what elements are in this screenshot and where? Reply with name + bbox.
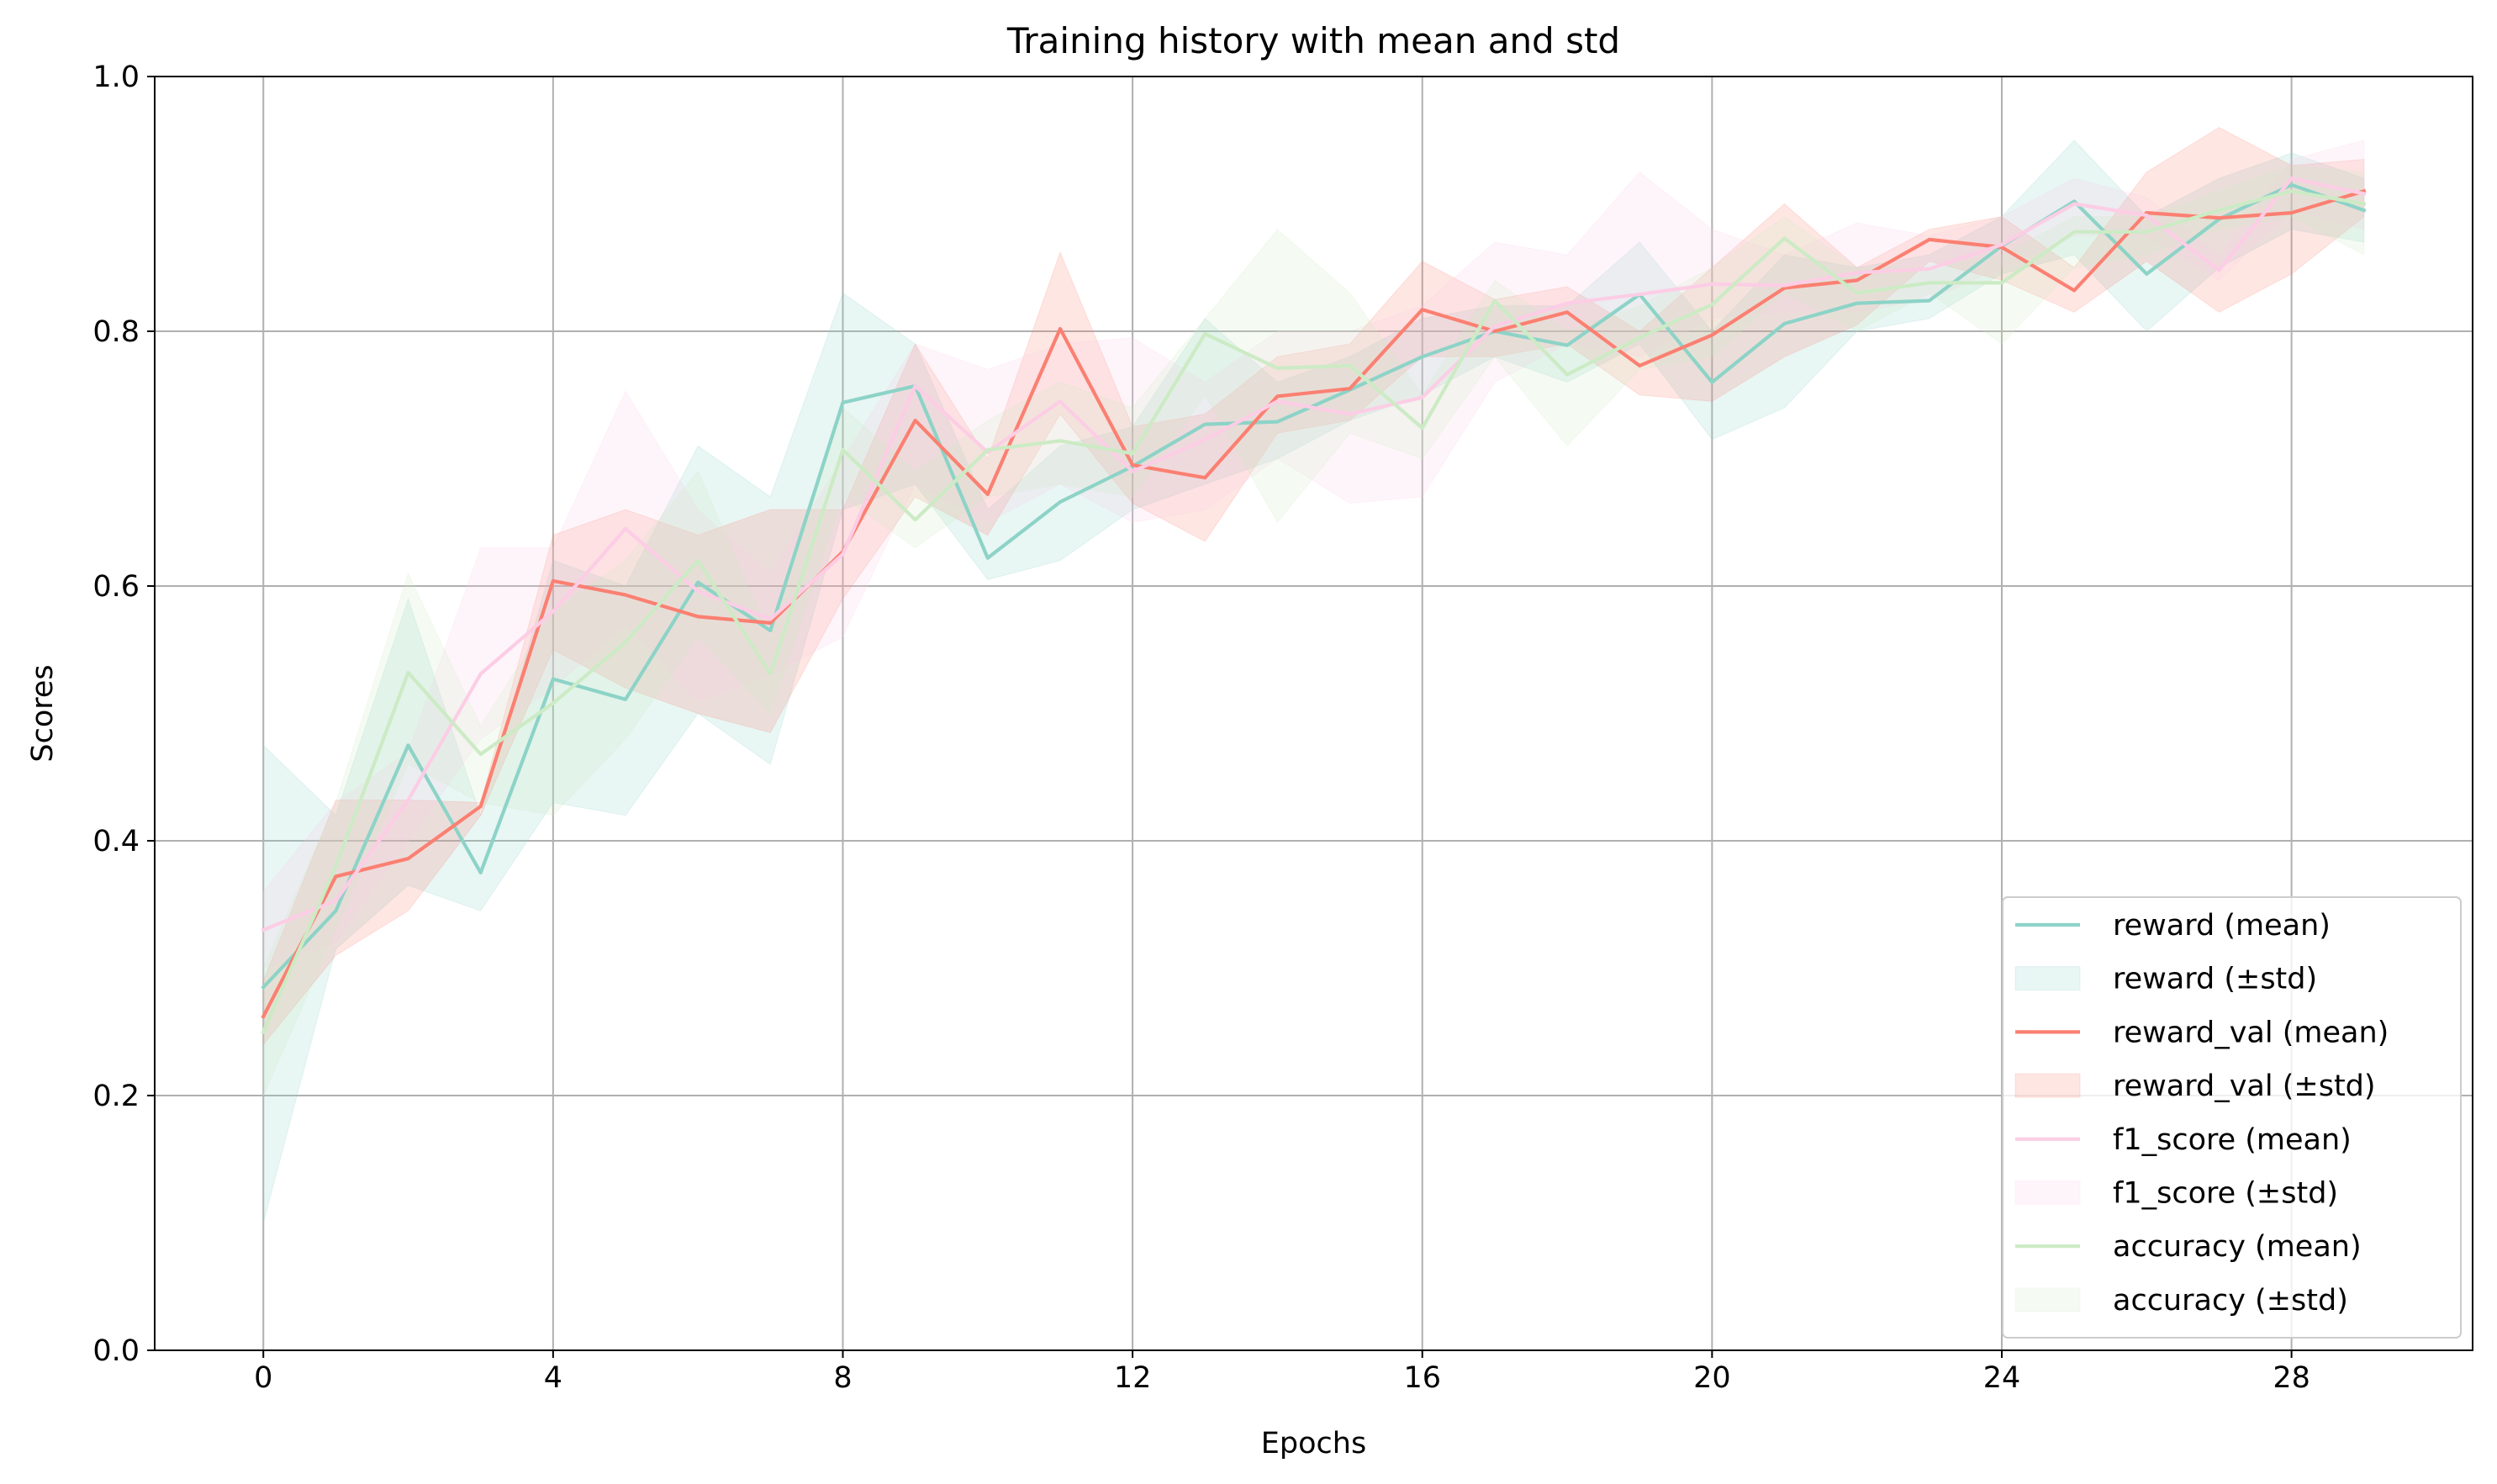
x-tick-label: 8: [833, 1361, 852, 1395]
legend: reward (mean) reward (±std) reward_val (me…: [2002, 896, 2462, 1339]
x-tick-label: 4: [544, 1361, 562, 1395]
accuracy-std-band: [262, 165, 2365, 1096]
x-tick-label: 12: [1114, 1361, 1152, 1395]
x-tick-label: 0: [254, 1361, 272, 1395]
axis-ticks: 0 4 8 12 16 20 24 28 0.0 0.2 0.4 0.6 0.8 1.0: [92, 61, 2310, 1395]
legend-swatch-f1_score-std: [2014, 1180, 2081, 1205]
f1_score-std-band: [262, 140, 2365, 969]
legend-label-reward-std: reward (±std): [2113, 963, 2317, 996]
y-tick-label: 0.0: [92, 1334, 140, 1368]
x-tick-label: 24: [1983, 1361, 2021, 1395]
y-tick-label: 0.2: [92, 1080, 140, 1113]
mean-lines: [261, 177, 2367, 1035]
x-axis-label: Epochs: [1261, 1427, 1366, 1460]
y-tick-label: 0.8: [92, 315, 140, 349]
accuracy-mean-line: [261, 189, 2367, 1035]
legend-label-f1_score-std: f1_score (±std): [2113, 1177, 2338, 1211]
legend-box: [2002, 896, 2462, 1339]
reward-std-band: [262, 140, 2365, 1223]
legend-label-reward_val-mean: reward_val (mean): [2113, 1016, 2389, 1049]
f1_score-mean-line: [261, 177, 2367, 932]
chart-title: Training history with mean and std: [1006, 20, 1620, 61]
y-tick-label: 0.6: [92, 570, 140, 604]
y-tick-label: 0.4: [92, 825, 140, 858]
legend-swatch-accuracy-std: [2014, 1287, 2081, 1312]
y-tick-label: 1.0: [92, 61, 140, 94]
legend-label-f1_score-mean: f1_score (mean): [2113, 1123, 2352, 1157]
x-tick-label: 16: [1403, 1361, 1441, 1395]
legend-label-reward_val-std: reward_val (±std): [2113, 1069, 2376, 1103]
x-tick-label: 20: [1693, 1361, 1731, 1395]
plot-frame: [154, 76, 2473, 1351]
legend-label-accuracy-std: accuracy (±std): [2113, 1284, 2348, 1318]
legend-label-accuracy-mean: accuracy (mean): [2113, 1230, 2362, 1264]
y-axis-label: Scores: [26, 664, 60, 762]
x-tick-label: 28: [2273, 1361, 2310, 1395]
legend-swatch-reward-std: [2014, 966, 2081, 991]
reward_val-mean-line: [261, 188, 2367, 1019]
legend-swatch-reward_val-std: [2014, 1073, 2081, 1098]
legend-label-reward-mean: reward (mean): [2113, 909, 2331, 943]
